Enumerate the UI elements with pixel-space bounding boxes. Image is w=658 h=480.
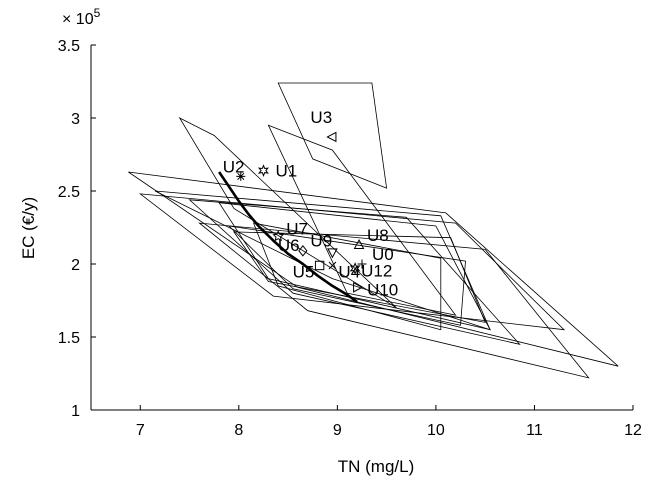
- y-tick-label: 3: [71, 111, 80, 128]
- y-tick-label: 1.5: [58, 330, 80, 347]
- point-label-u0: U0: [372, 245, 394, 264]
- uncertainty-region-u7: [128, 171, 619, 367]
- marker-u4: [328, 261, 337, 270]
- marker-u10: [353, 282, 364, 293]
- marker-u8: [353, 238, 365, 250]
- data-points: [236, 131, 367, 293]
- x-tick-label: 11: [526, 422, 543, 439]
- uncertainty-region-u8: [188, 199, 521, 345]
- x-tick-label: 9: [333, 422, 342, 439]
- point-label-u8: U8: [367, 226, 389, 245]
- point-label-u6: U6: [278, 236, 300, 255]
- uncertainty-region-u3: [277, 82, 388, 189]
- pareto-front: [218, 171, 358, 304]
- marker-u9: [327, 248, 338, 259]
- uncertainty-region-u4: [227, 225, 466, 326]
- point-label-u7: U7: [286, 219, 308, 238]
- uncertainty-region-u10: [252, 222, 442, 331]
- x-tick-label: 8: [234, 422, 243, 439]
- y-tick-label: 1: [71, 403, 80, 420]
- x-tick-label: 12: [624, 422, 642, 439]
- point-label-u12: U12: [361, 261, 392, 280]
- y-tick-label: 3.5: [58, 38, 80, 55]
- y-tick-label: 2.5: [58, 184, 80, 201]
- y-axis-multiplier: × 105: [62, 6, 101, 28]
- marker-u1: [257, 164, 269, 177]
- point-label-u5: U5: [293, 262, 315, 281]
- marker-u7: [272, 230, 285, 242]
- x-axis-title: TN (mg/L): [338, 457, 415, 476]
- point-label-u9: U9: [310, 231, 332, 250]
- point-label-u2: U2: [223, 157, 245, 176]
- marker-u6: [298, 245, 308, 257]
- x-tick-label: 7: [136, 422, 145, 439]
- marker-u0: [357, 259, 367, 269]
- x-axis-ticks: 7 8 9 10 11 12: [136, 405, 642, 439]
- pareto-front-line: [218, 171, 358, 304]
- y-axis-ticks: 1 1.5 2 2.5 3 3.5: [58, 38, 96, 420]
- marker-u3: [326, 131, 337, 143]
- uncertainty-region-u0: [218, 202, 491, 331]
- uncertainty-region-u12: [233, 231, 486, 323]
- uncertainty-region-u6: [138, 193, 566, 331]
- marker-u5: [314, 260, 325, 271]
- point-label-u4: U4: [338, 262, 360, 281]
- point-label-u1: U1: [275, 162, 297, 181]
- point-label-u3: U3: [310, 108, 332, 127]
- uncertainty-region-u1: [267, 124, 457, 316]
- y-tick-label: 2: [71, 257, 80, 274]
- uncertainty-regions: [128, 82, 619, 379]
- point-label-u10: U10: [367, 280, 398, 299]
- y-axis-title: EC (€/y): [19, 197, 38, 259]
- x-tick-label: 10: [427, 422, 445, 439]
- uncertainty-region-u5: [198, 222, 590, 379]
- marker-u2: [236, 171, 246, 181]
- marker-u12: [349, 262, 361, 275]
